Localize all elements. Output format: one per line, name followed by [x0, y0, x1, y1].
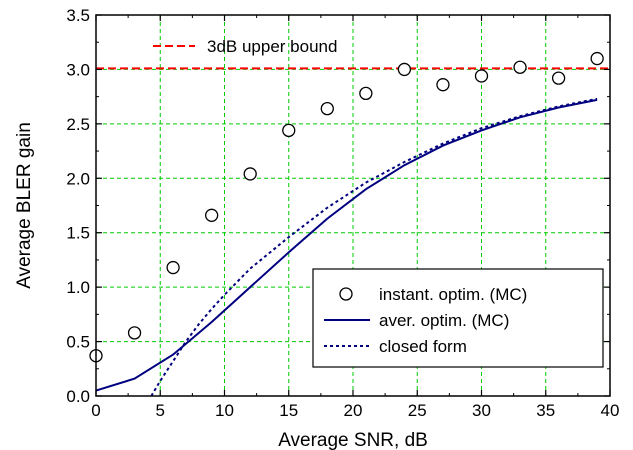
- legend-box: [312, 268, 604, 368]
- y-tick-label: 2.0: [66, 169, 90, 188]
- x-tick-label: 15: [279, 401, 298, 420]
- data-point-0: [436, 78, 450, 92]
- data-point-0: [282, 123, 296, 138]
- x-tick-label: 0: [91, 401, 100, 420]
- x-tick-label: 5: [156, 401, 165, 420]
- y-tick-label: 1.0: [66, 278, 90, 297]
- legend: instant. optim. (MC) aver. optim. (MC) clo…: [312, 268, 604, 368]
- data-point-0: [243, 167, 257, 181]
- x-axis-title: Average SNR, dB: [278, 430, 428, 450]
- x-tick-label: 40: [601, 401, 620, 420]
- legend-entry-label: aver. optim. (MC): [379, 311, 509, 330]
- y-tick-label: 2.5: [66, 115, 90, 134]
- legend-entry-label: instant. optim. (MC): [379, 285, 527, 304]
- data-point-0: [590, 51, 604, 66]
- y-tick-label: 0.0: [66, 387, 90, 406]
- data-point-0: [397, 62, 412, 77]
- closed-form-line: [150, 97, 598, 397]
- plot-series: 3dB upper bound: [89, 37, 610, 397]
- y-tick-label: 3.5: [66, 6, 90, 25]
- data-point-0: [204, 208, 219, 222]
- x-tick-label: 25: [408, 401, 427, 420]
- data-point-0: [551, 71, 566, 85]
- y-axis-title: Average BLER gain: [14, 122, 35, 289]
- data-point-0: [166, 260, 180, 275]
- aver-optim-line: [95, 98, 598, 392]
- data-point-0: [320, 101, 334, 116]
- legend-entry-label: closed form: [379, 337, 467, 356]
- upper-bound-label: 3dB upper bound: [207, 37, 337, 56]
- data-point-0: [474, 69, 489, 83]
- y-tick-label: 3.0: [66, 60, 90, 79]
- data-point-0: [359, 86, 373, 101]
- x-tick-label: 20: [344, 401, 363, 420]
- data-point-0: [127, 326, 142, 340]
- data-point-0: [513, 60, 527, 74]
- legend-marker-circle: [339, 287, 353, 301]
- y-tick-label: 0.5: [66, 333, 90, 352]
- x-tick-label: 30: [472, 401, 491, 420]
- x-tick-label: 10: [215, 401, 234, 420]
- y-tick-label: 1.5: [66, 224, 90, 243]
- x-tick-label: 35: [536, 401, 555, 420]
- axis-ticks: 0 5 10 15 20 25 30 35 40 0.0 0.5 1.0 1.5 2.0 2.5 3.0 3.5: [66, 6, 619, 420]
